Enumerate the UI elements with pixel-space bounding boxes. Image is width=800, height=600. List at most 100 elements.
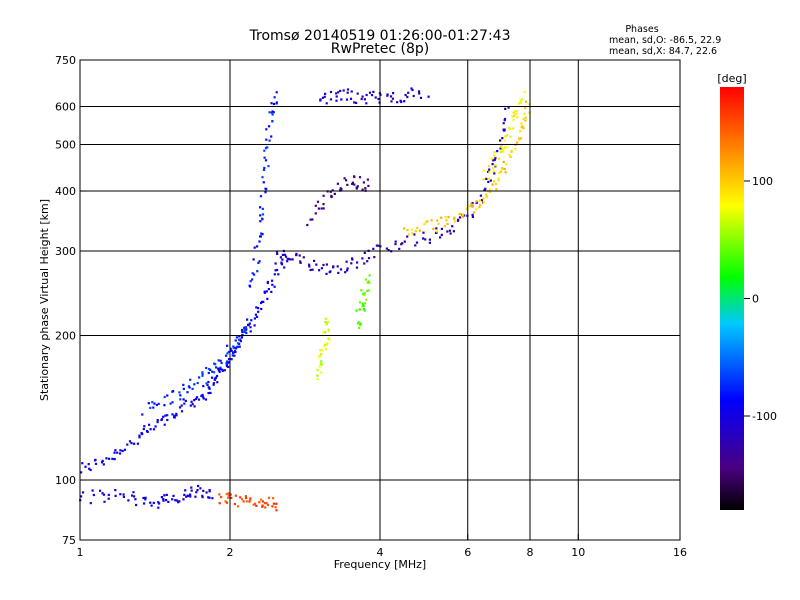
- data-point: [87, 463, 90, 466]
- data-point: [366, 260, 369, 263]
- data-point: [484, 187, 487, 190]
- data-point: [226, 360, 229, 363]
- data-point: [197, 398, 201, 401]
- data-point: [245, 500, 248, 503]
- data-point: [261, 504, 264, 507]
- data-point: [219, 367, 222, 370]
- data-point: [271, 505, 274, 508]
- data-point: [326, 321, 329, 324]
- data-point: [244, 326, 247, 329]
- data-point: [524, 116, 527, 119]
- data-point: [368, 274, 371, 277]
- data-point: [145, 430, 149, 433]
- data-point: [165, 493, 168, 496]
- data-point: [264, 159, 268, 162]
- data-point: [271, 279, 274, 282]
- data-point: [271, 110, 274, 113]
- data-point: [211, 497, 214, 500]
- data-point: [394, 240, 397, 243]
- data-point: [133, 495, 136, 498]
- data-point: [418, 229, 421, 232]
- data-point: [272, 497, 275, 500]
- data-point: [365, 93, 368, 97]
- data-point: [458, 212, 461, 216]
- data-point: [243, 330, 246, 334]
- data-point: [263, 156, 266, 159]
- data-point: [144, 498, 147, 501]
- data-point: [264, 506, 267, 509]
- data-point: [242, 500, 245, 503]
- data-point: [363, 293, 366, 296]
- data-point: [435, 230, 439, 233]
- data-point: [259, 235, 262, 238]
- data-point: [394, 243, 397, 246]
- data-point: [266, 503, 269, 506]
- data-point: [482, 201, 485, 204]
- data-point: [346, 183, 349, 186]
- data-point: [211, 370, 214, 373]
- data-point: [195, 396, 199, 399]
- data-point: [351, 182, 354, 186]
- data-point: [475, 201, 478, 204]
- data-point: [99, 489, 102, 492]
- data-point: [424, 238, 427, 241]
- data-point: [471, 202, 474, 205]
- data-point: [339, 89, 342, 92]
- data-point: [211, 376, 214, 379]
- data-point: [274, 269, 277, 272]
- data-point: [355, 266, 359, 269]
- data-point: [360, 97, 363, 101]
- data-point: [359, 308, 362, 311]
- data-point: [375, 244, 378, 247]
- data-point: [488, 171, 491, 174]
- data-point: [436, 219, 439, 222]
- data-point: [516, 116, 519, 119]
- data-point: [482, 169, 485, 172]
- data-point: [320, 353, 323, 356]
- data-point: [471, 204, 474, 207]
- data-point: [208, 490, 211, 493]
- data-point: [471, 215, 474, 218]
- data-point: [281, 258, 284, 261]
- data-point: [257, 310, 260, 313]
- data-point: [343, 177, 346, 180]
- data-point: [260, 232, 263, 235]
- data-point: [148, 423, 151, 426]
- data-point: [359, 322, 362, 325]
- data-point: [514, 147, 517, 150]
- data-point: [215, 366, 218, 369]
- data-point: [231, 351, 235, 354]
- data-point: [335, 99, 338, 102]
- data-point: [499, 139, 502, 142]
- data-point: [508, 153, 511, 157]
- data-point: [207, 380, 210, 384]
- data-point: [363, 251, 366, 254]
- data-point: [171, 498, 174, 501]
- data-point: [518, 137, 521, 140]
- data-point: [209, 391, 212, 394]
- data-point: [406, 95, 409, 99]
- data-point: [311, 218, 314, 221]
- data-point: [267, 288, 270, 291]
- colorbar: [720, 87, 744, 510]
- data-point: [497, 157, 501, 160]
- data-point: [261, 233, 264, 236]
- data-point: [116, 451, 119, 454]
- data-point: [279, 256, 282, 259]
- data-point: [268, 139, 271, 142]
- data-point: [335, 95, 338, 98]
- data-point: [367, 184, 370, 187]
- data-point: [261, 213, 265, 216]
- data-point: [230, 496, 233, 499]
- data-point: [236, 345, 239, 348]
- data-point: [361, 95, 364, 98]
- data-point: [418, 92, 421, 95]
- data-point: [208, 386, 211, 389]
- data-point: [202, 385, 205, 388]
- data-point: [174, 499, 177, 502]
- data-point: [323, 344, 326, 347]
- data-point: [213, 362, 216, 365]
- data-point: [336, 182, 339, 185]
- data-point: [492, 180, 496, 183]
- data-point: [494, 164, 497, 167]
